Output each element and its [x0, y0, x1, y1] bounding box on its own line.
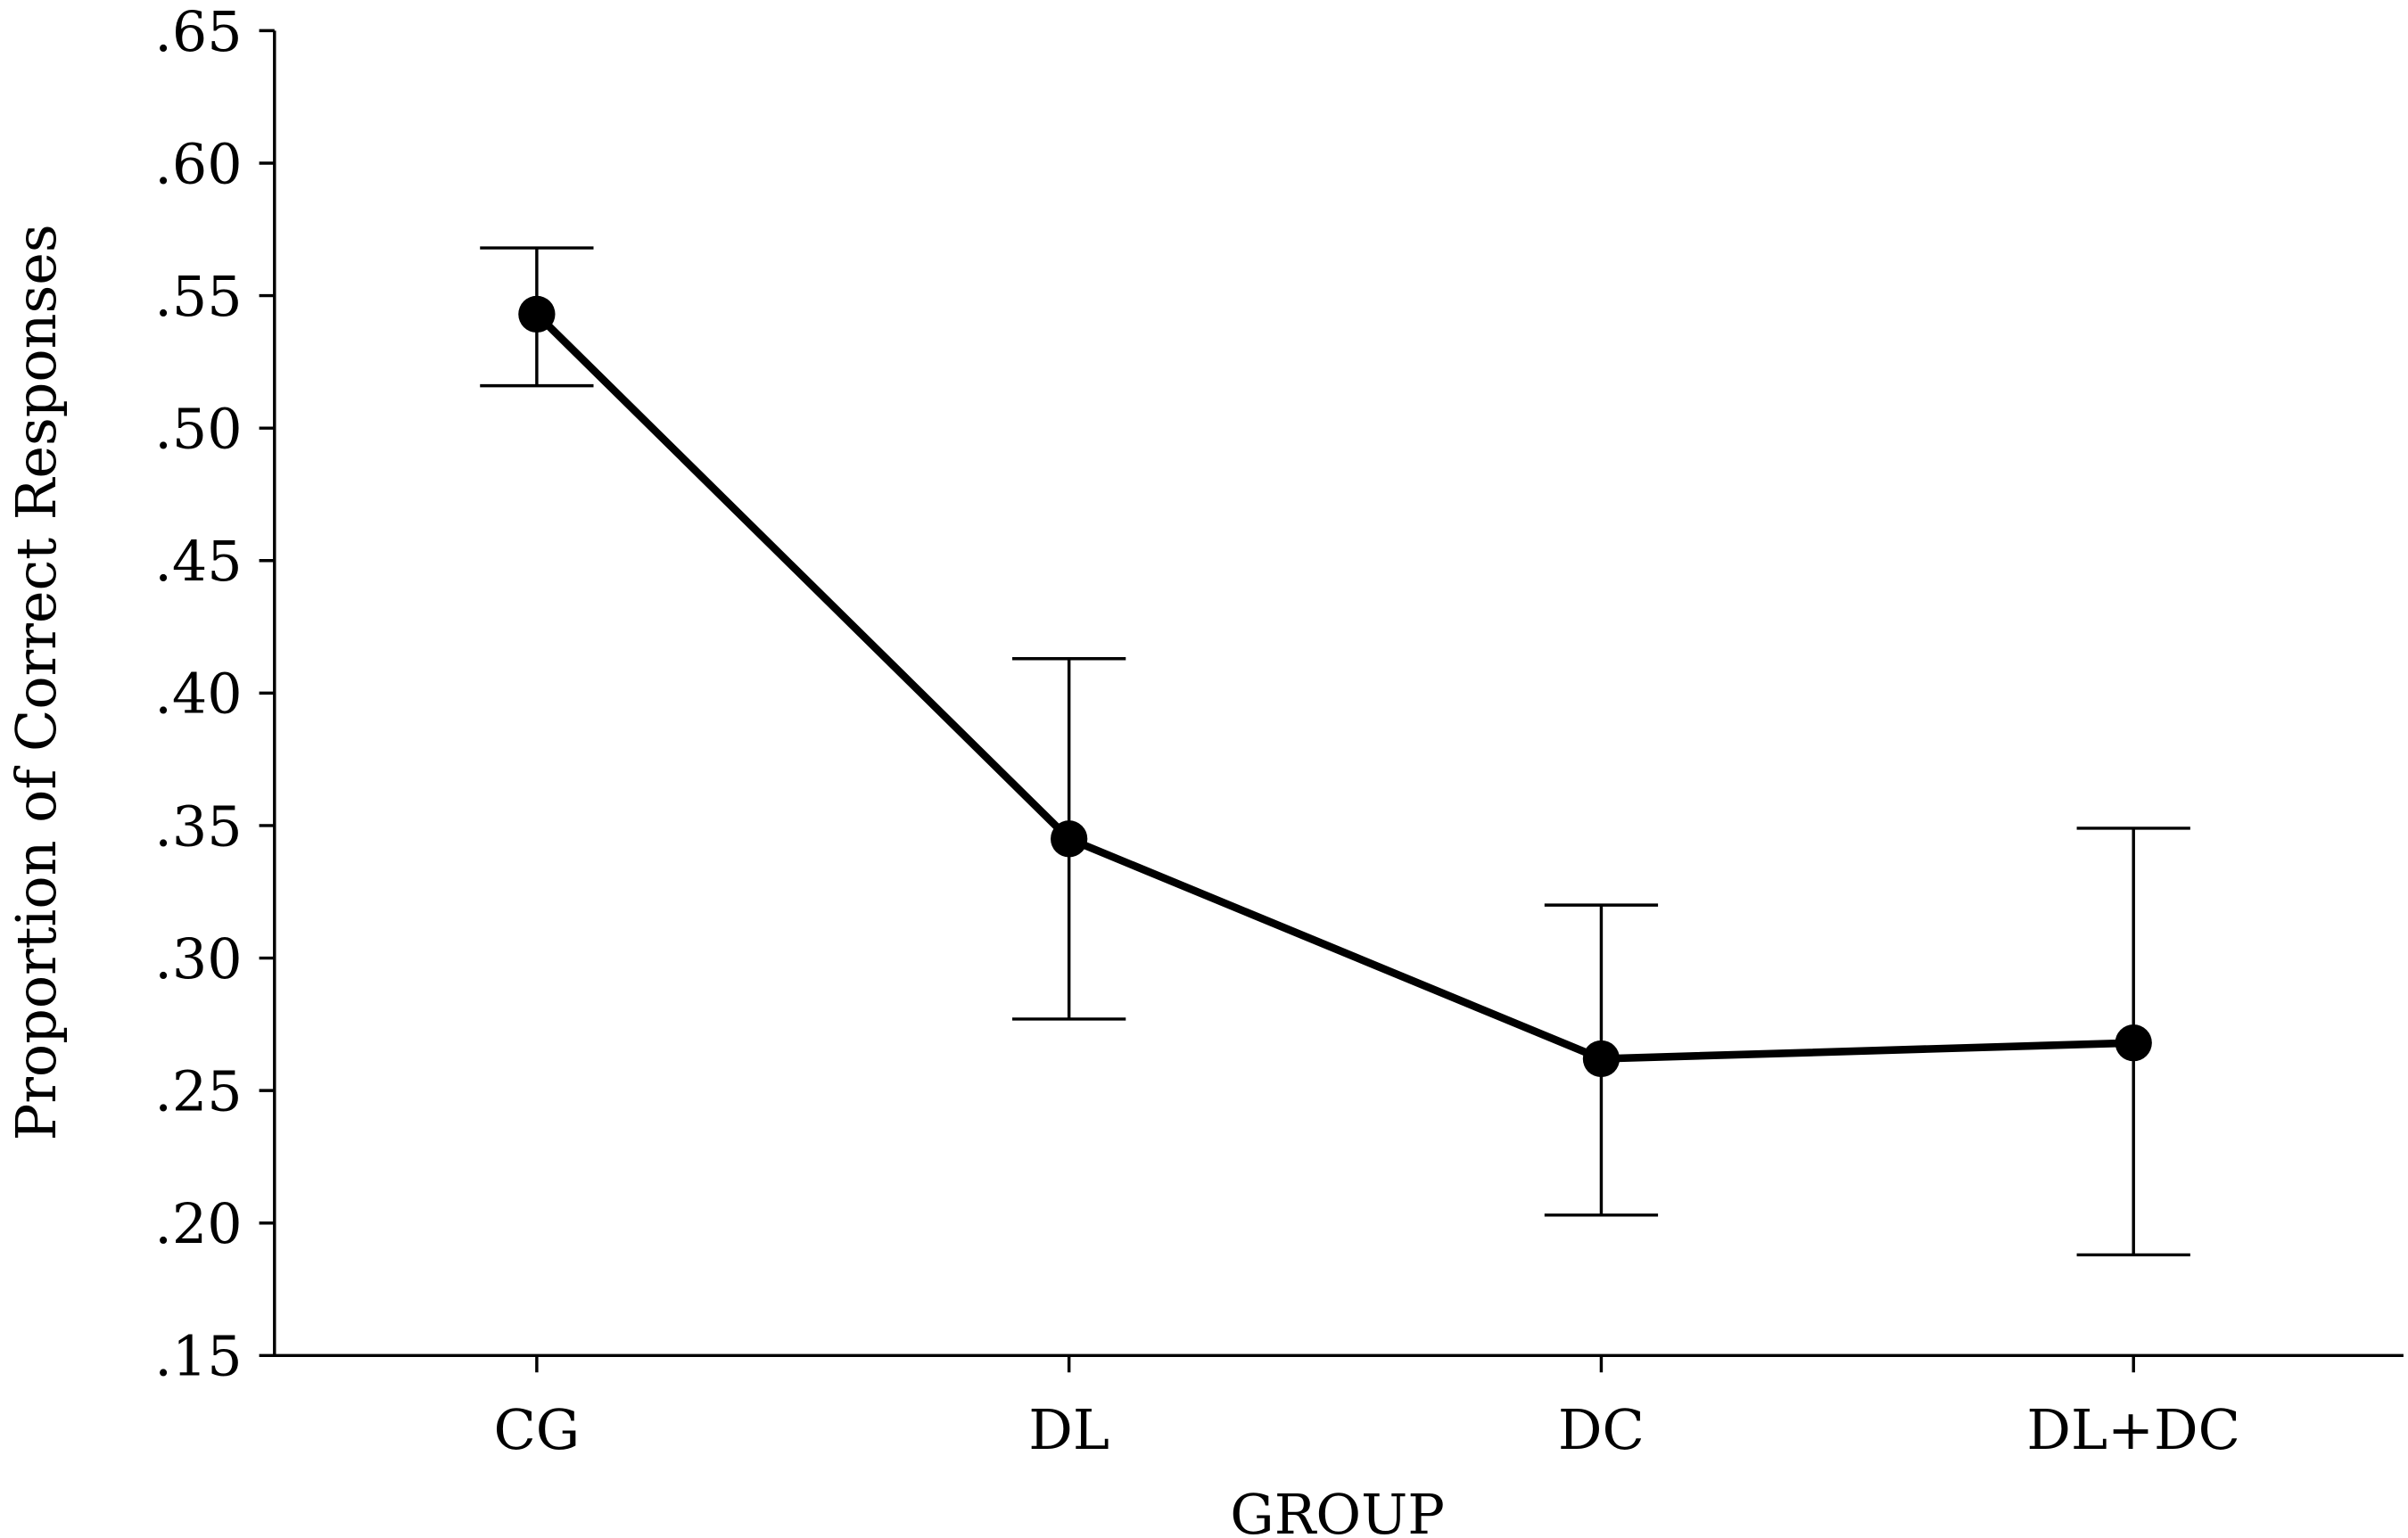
y-tick-label: .60	[154, 132, 242, 196]
y-tick-label: .45	[154, 530, 242, 594]
data-point	[2115, 1024, 2152, 1062]
y-tick-label: .25	[154, 1060, 242, 1124]
y-tick-label: .15	[154, 1325, 242, 1389]
x-axis-label: GROUP	[1230, 1483, 1445, 1538]
series-line	[533, 311, 2134, 1063]
x-tick-label: CG	[493, 1398, 580, 1462]
y-tick-label: .20	[154, 1192, 242, 1256]
x-tick-label: DC	[1558, 1398, 1645, 1462]
y-tick-label: .65	[154, 0, 242, 64]
y-tick-label: .50	[154, 398, 242, 462]
data-point	[1582, 1040, 1620, 1078]
x-tick-label: DL	[1028, 1398, 1109, 1462]
y-tick-label: .40	[154, 662, 242, 727]
y-tick-label: .30	[154, 927, 242, 991]
y-axis-label: Proportion of Correct Responses	[4, 224, 69, 1140]
axes	[273, 30, 2404, 1358]
y-tick-label: .35	[154, 794, 242, 859]
data-point	[1051, 820, 1088, 858]
y-tick-label: .55	[154, 265, 242, 329]
data-point	[518, 295, 556, 333]
x-tick-label: DL+DC	[2026, 1398, 2240, 1462]
